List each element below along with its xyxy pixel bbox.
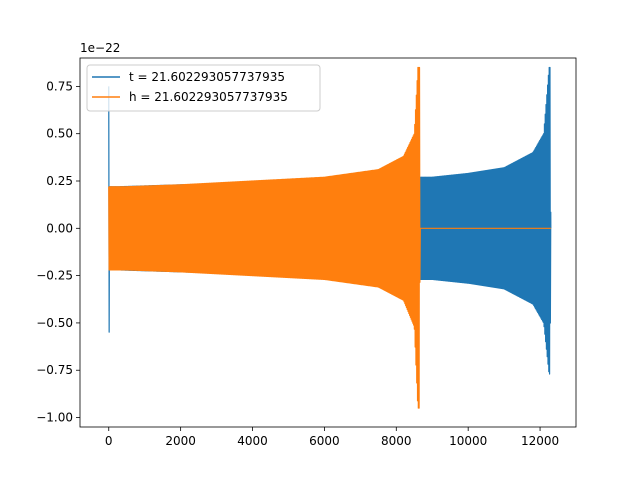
x-tick-label: 2000 [165,434,196,448]
legend-box [86,64,321,112]
y-tick-label: 0.00 [46,221,73,235]
x-tick-label: 6000 [309,434,340,448]
x-tick-label: 0 [105,434,113,448]
y-tick-label: −1.00 [36,411,73,425]
y-tick-label: 0.75 [46,79,73,93]
y-tick-label: −0.25 [36,269,73,283]
legend: t = 21.602293057737935 h = 21.60229305773… [86,64,321,112]
y-tick-label: −0.75 [36,363,73,377]
series-line-1 [108,66,552,409]
y-tick-label: 0.50 [46,127,73,141]
legend-label-1: h = 21.602293057737935 [129,90,288,104]
y-tick-label: 0.25 [46,174,73,188]
plot-frame [79,57,577,428]
x-tick-label: 4000 [237,434,268,448]
x-tick-label: 12000 [521,434,559,448]
y-tick-label: −0.50 [36,316,73,330]
x-axis: 0 2000 4000 6000 8000 10000 12000 [105,427,559,448]
legend-label-0: t = 21.602293057737935 [129,70,285,84]
x-tick-label: 10000 [449,434,487,448]
y-offset-label: 1e−22 [80,41,120,55]
y-axis: −1.00 −0.75 −0.50 −0.25 0.00 0.25 0.50 0.75 [36,79,80,425]
series-layer [108,66,552,409]
x-tick-label: 8000 [381,434,412,448]
